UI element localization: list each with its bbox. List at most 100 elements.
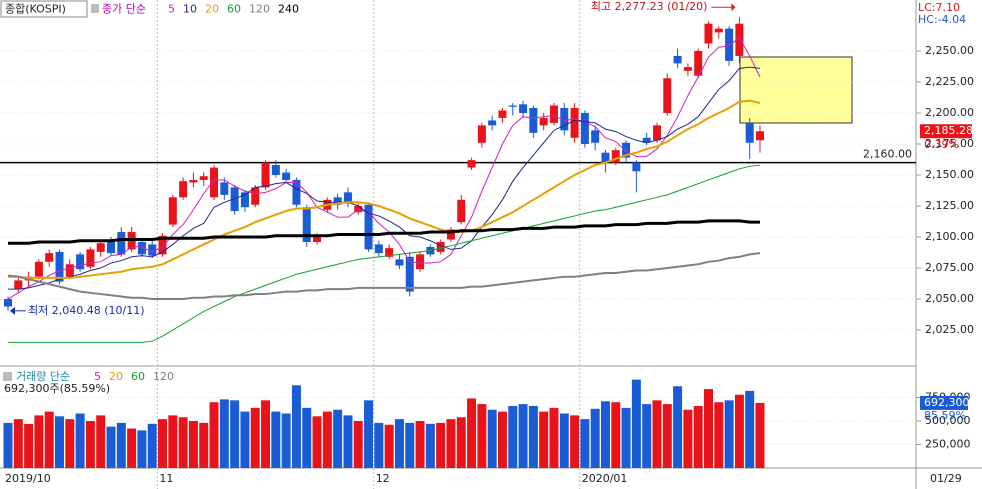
candle-body — [261, 162, 270, 188]
change-label: 0.39% — [924, 138, 959, 151]
candle-body — [416, 254, 425, 270]
volume-bar — [281, 413, 291, 468]
candle-body — [86, 249, 95, 267]
volume-bar — [467, 398, 477, 468]
candle-body — [240, 192, 249, 208]
volume-bar — [55, 416, 65, 468]
candle-body — [498, 110, 507, 118]
candle-body — [632, 162, 641, 172]
candle-body — [591, 130, 600, 143]
candle-body — [756, 131, 764, 141]
y-tick-label: 2,125.00 — [925, 199, 974, 212]
volume-bar — [652, 400, 662, 468]
y-tick-label: 2,150.00 — [925, 168, 974, 181]
volume-bar — [322, 411, 332, 468]
volume-bar — [518, 404, 528, 468]
candle-body — [179, 181, 188, 198]
y-tick-label: 2,225.00 — [925, 75, 974, 88]
volume-bar — [24, 423, 34, 468]
moving-average — [8, 99, 761, 279]
volume-bar — [446, 419, 456, 468]
volume-bar — [642, 404, 652, 468]
volume-bar — [724, 400, 734, 468]
y-tick-label: 2,025.00 — [925, 323, 974, 336]
volume-bar — [106, 426, 116, 468]
volume-bar — [673, 386, 683, 468]
volume-bar — [3, 422, 13, 468]
candle-body — [364, 204, 373, 250]
candle-body — [251, 187, 260, 205]
moving-average — [7, 252, 761, 301]
candle-body — [405, 256, 414, 292]
volume-bar — [13, 419, 23, 468]
candle-body — [457, 199, 466, 223]
high-annotation: 최고 2,277.23 (01/20) — [591, 0, 708, 13]
candle-body — [549, 105, 558, 123]
candle-body — [663, 78, 672, 113]
candle-body — [158, 235, 167, 255]
candle-body — [137, 241, 146, 255]
volume-bar — [75, 413, 85, 468]
candle-body — [354, 206, 363, 213]
volume-bar — [590, 408, 600, 468]
icon — [91, 4, 99, 13]
icon — [3, 372, 12, 381]
arrow-head — [10, 306, 15, 315]
candle-body — [725, 28, 734, 61]
volume-bar — [188, 421, 198, 468]
volume-bar — [240, 411, 250, 468]
candle-body — [446, 229, 455, 240]
price-legend-title: 종가 단순 — [102, 3, 146, 16]
volume-bar — [353, 421, 363, 468]
candle-body — [96, 243, 105, 252]
x-tick-label: 2020/01 — [582, 472, 628, 485]
candle-body — [622, 142, 631, 158]
candle-body — [65, 264, 74, 277]
candle-body — [477, 125, 486, 143]
candle-body — [107, 241, 116, 254]
candle-body — [642, 137, 651, 143]
candle-body — [4, 299, 12, 307]
candle-body — [343, 192, 352, 204]
hline-label: 2,160.00 — [863, 148, 912, 161]
candle-body — [652, 125, 661, 141]
candle-body — [55, 251, 64, 282]
index-box[interactable] — [0, 0, 88, 18]
y-tick-label: 250,000 — [925, 438, 971, 451]
low-annotation: 최저 2,040.48 (10/11) — [28, 304, 145, 317]
candle-body — [735, 23, 744, 56]
lc: LC:7.10 — [918, 1, 960, 14]
candle-body — [148, 244, 157, 256]
candle-body — [45, 253, 54, 262]
candle-body — [313, 237, 322, 242]
candle-body — [14, 280, 23, 290]
candle-body — [467, 160, 476, 168]
y-tick-label: 2,075.00 — [925, 261, 974, 274]
candle-body — [601, 152, 610, 163]
y-tick-label: 2,175.00 — [925, 137, 974, 150]
legend-entry: 60 — [227, 3, 241, 16]
candle-body — [220, 182, 229, 195]
candle-body — [302, 207, 311, 242]
candle-body — [539, 117, 548, 126]
volume-bar — [312, 416, 322, 468]
x-tick-label: 11 — [159, 472, 173, 485]
volume-bar — [250, 407, 260, 468]
candle-body — [271, 165, 280, 175]
y-tick-label: 2,050.00 — [925, 292, 974, 305]
candle-body — [34, 261, 43, 277]
volume-bar — [693, 405, 703, 468]
candle-body — [488, 120, 497, 126]
volume-bar — [456, 417, 466, 468]
volume-bar — [364, 400, 374, 468]
candle-body — [683, 67, 692, 71]
legend-entry: 60 — [131, 370, 145, 383]
candle-body — [560, 108, 569, 131]
volume-bar — [333, 409, 343, 468]
last-volume-label: 692,300 — [924, 396, 970, 409]
volume-bar — [374, 422, 384, 468]
volume-bar — [178, 417, 188, 468]
x-tick-label: 12 — [376, 472, 390, 485]
volume-bar — [734, 394, 744, 468]
